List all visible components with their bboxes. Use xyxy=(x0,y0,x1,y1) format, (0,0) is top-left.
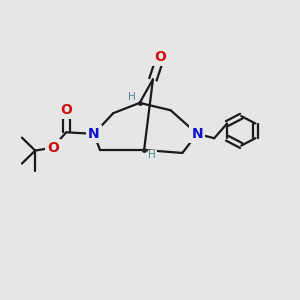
Text: O: O xyxy=(47,141,59,154)
Text: O: O xyxy=(60,103,72,117)
Text: H: H xyxy=(128,92,135,102)
Text: N: N xyxy=(88,127,100,141)
Text: H: H xyxy=(148,150,156,160)
Text: O: O xyxy=(154,50,166,64)
Text: N: N xyxy=(191,127,203,141)
